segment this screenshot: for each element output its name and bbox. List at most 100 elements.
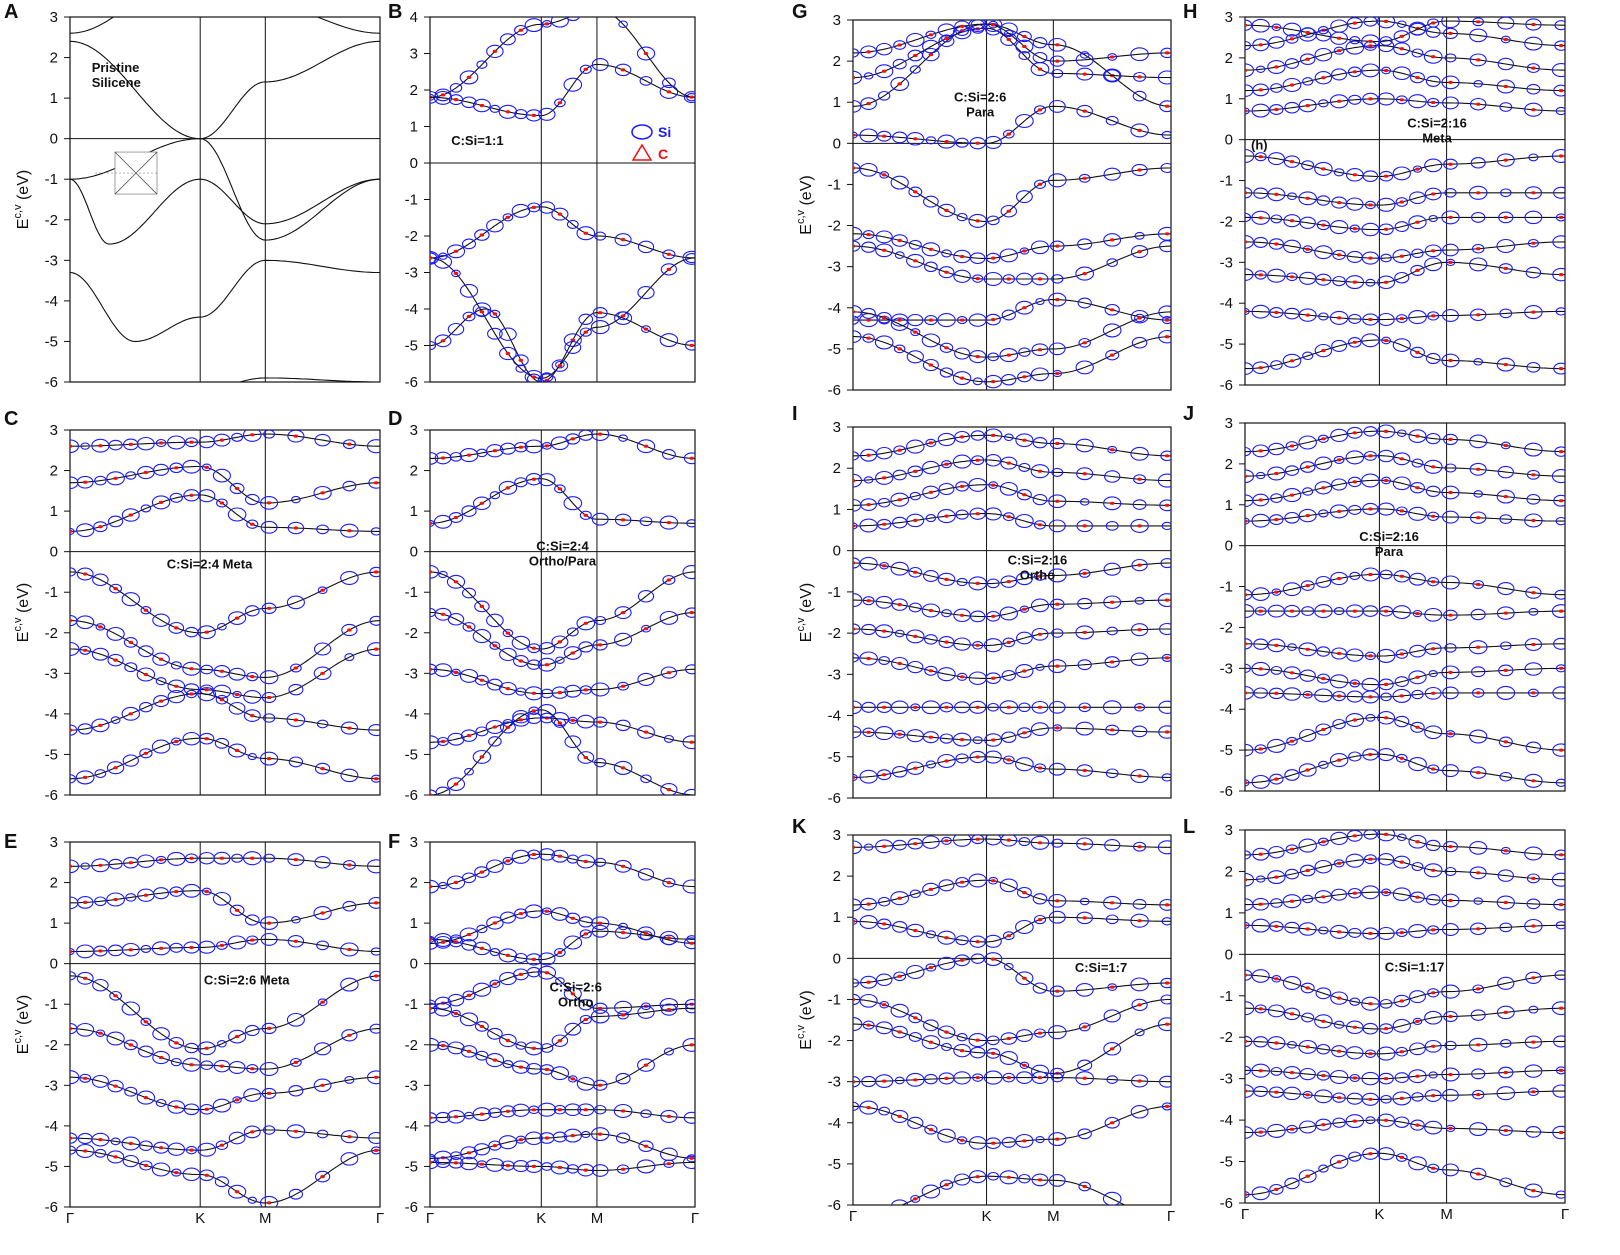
si-projection-marker xyxy=(242,851,262,866)
si-projection-marker xyxy=(1524,210,1543,225)
c-projection-marker xyxy=(1503,849,1509,853)
c-projection-marker xyxy=(1006,37,1012,42)
c-projection-marker xyxy=(1037,705,1043,709)
si-projection-marker xyxy=(1525,741,1542,754)
si-projection-marker xyxy=(1315,723,1332,736)
si-projection-marker xyxy=(972,641,984,650)
c-projection-marker xyxy=(1164,503,1170,507)
si-projection-marker xyxy=(955,753,969,764)
c-projection-marker xyxy=(1274,875,1279,879)
si-projection-marker xyxy=(1445,730,1456,738)
c-projection-marker xyxy=(1430,1094,1436,1098)
si-projection-marker xyxy=(1302,487,1314,496)
si-projection-marker xyxy=(922,39,940,54)
c-projection-marker xyxy=(990,676,996,680)
y-tick-label: 1 xyxy=(833,909,841,926)
c-projection-marker xyxy=(1055,441,1060,446)
si-projection-marker xyxy=(317,586,328,595)
si-projection-marker xyxy=(565,912,581,924)
si-projection-marker xyxy=(1441,210,1460,225)
si-projection-marker xyxy=(91,1132,110,1147)
si-projection-marker xyxy=(70,724,78,736)
y-tick-label: 3 xyxy=(833,12,841,29)
si-projection-marker xyxy=(925,30,937,39)
c-projection-marker xyxy=(1245,593,1248,597)
si-projection-marker xyxy=(999,606,1018,621)
si-projection-marker xyxy=(1047,568,1067,583)
c-projection-marker xyxy=(479,604,485,609)
c-projection-marker xyxy=(1258,667,1263,671)
c-projection-marker xyxy=(1137,774,1142,778)
y-axis-label: Ec,v (eV) xyxy=(795,990,815,1049)
si-projection-marker xyxy=(1346,830,1363,842)
si-projection-marker xyxy=(1331,478,1348,491)
si-projection-marker xyxy=(106,1031,125,1046)
c-projection-marker xyxy=(466,932,472,937)
si-projection-marker xyxy=(685,1003,695,1014)
c-projection-marker xyxy=(1258,1130,1263,1134)
si-projection-marker xyxy=(907,49,924,62)
c-projection-marker xyxy=(881,69,887,73)
si-projection-marker xyxy=(939,733,954,744)
c-projection-marker xyxy=(666,90,672,94)
si-projection-marker xyxy=(1030,835,1050,850)
c-projection-marker xyxy=(1448,613,1453,617)
si-projection-marker xyxy=(137,854,155,868)
c-projection-marker xyxy=(98,525,103,529)
si-projection-marker xyxy=(541,1162,553,1171)
c-legend-label: C xyxy=(658,146,668,162)
si-projection-marker xyxy=(1107,53,1118,61)
c-projection-marker xyxy=(1164,232,1170,236)
si-projection-marker xyxy=(342,439,356,450)
si-projection-marker xyxy=(1316,673,1331,684)
c-projection-marker xyxy=(853,524,856,528)
si-projection-marker xyxy=(1132,898,1147,910)
si-projection-marker xyxy=(1377,275,1396,290)
c-projection-marker xyxy=(1245,474,1248,478)
y-tick-label: -6 xyxy=(45,787,58,804)
si-projection-marker xyxy=(214,737,230,749)
si-projection-marker xyxy=(923,1019,939,1032)
c-projection-marker xyxy=(1055,989,1060,993)
c-projection-marker xyxy=(881,844,887,848)
si-projection-marker xyxy=(1361,251,1380,265)
c-projection-marker xyxy=(913,330,918,334)
si-projection-marker xyxy=(152,1050,170,1065)
si-projection-marker xyxy=(462,990,476,1001)
c-projection-marker xyxy=(544,22,550,26)
c-projection-marker xyxy=(1164,454,1170,458)
si-projection-marker xyxy=(1500,846,1511,855)
c-projection-marker xyxy=(98,949,103,953)
si-projection-marker xyxy=(287,430,305,443)
si-projection-marker xyxy=(1554,970,1565,981)
si-projection-marker xyxy=(259,751,279,766)
c-projection-marker xyxy=(1558,609,1564,613)
c-projection-marker xyxy=(82,900,88,905)
c-projection-marker xyxy=(881,476,887,480)
si-projection-marker xyxy=(1030,464,1050,479)
c-projection-marker xyxy=(1245,1039,1248,1043)
c-projection-marker xyxy=(959,484,965,488)
band-h-1 xyxy=(1245,98,1565,112)
c-projection-marker xyxy=(1352,1025,1358,1029)
si-projection-marker xyxy=(499,327,517,341)
si-projection-marker xyxy=(1030,598,1050,613)
si-projection-marker xyxy=(512,1060,530,1074)
si-projection-marker xyxy=(474,866,490,878)
si-projection-marker xyxy=(939,1179,954,1190)
c-projection-marker xyxy=(944,839,949,843)
c-projection-marker xyxy=(98,863,103,867)
si-projection-marker xyxy=(1379,1023,1394,1034)
panel-title: C:Si=2:4 Meta xyxy=(167,557,253,572)
c-projection-marker xyxy=(1274,65,1279,69)
c-projection-marker xyxy=(583,67,589,71)
c-projection-marker xyxy=(928,53,934,57)
si-projection-marker xyxy=(853,1101,860,1111)
si-projection-marker xyxy=(1331,339,1348,352)
si-projection-marker xyxy=(921,603,941,618)
y-tick-label: 0 xyxy=(1225,946,1233,963)
si-projection-marker xyxy=(1253,687,1268,699)
si-projection-marker xyxy=(1033,1028,1047,1038)
si-projection-marker xyxy=(1332,1117,1346,1128)
